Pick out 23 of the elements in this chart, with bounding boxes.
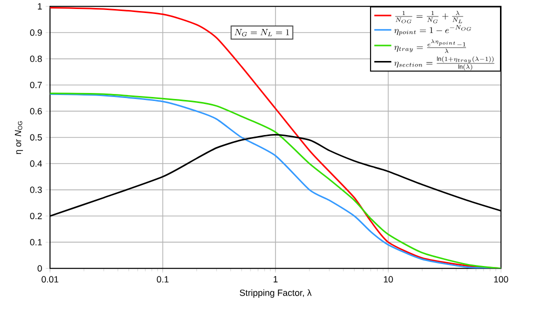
legend-label: $\frac{1}{N_{OG}}=\frac{1}{N_G}+\frac{\lambda}{N_L}$ [395,10,464,24]
y-tick-label: 0.9 [30,29,42,36]
x-tick-label: 0.01 [42,276,58,282]
y-tick-label: 0.8 [30,55,42,62]
annotation: $N_G = N_L = 1$ [234,28,290,36]
legend-label: $\eta_{tray}=\frac{e^{\lambda\eta_{point}}-1}{\lambda}$ [394,39,466,53]
y-tick-label: 0.1 [30,238,42,246]
x-tick-label: 1 [274,276,278,282]
y-tick-label: 0.6 [30,108,42,114]
y-tick-label: 0.5 [30,134,42,140]
x-tick-label: 100 [494,276,508,282]
x-axis-title: Stripping Factor, λ [240,289,312,298]
y-tick-label: 1 [38,3,42,10]
legend-label: $\eta_{point}=1-e^{-N_{OG}}$ [394,24,471,36]
y-tick-label: 0.2 [30,212,42,219]
y-tick-label: 0 [38,265,42,272]
x-tick-label: 0.1 [156,276,169,282]
legend-label: $\eta_{section}=\frac{\ln(1+\eta_{tray}(\lambda-1))}{\ln(\lambda)}$ [394,56,494,70]
y-tick-label: 0.7 [30,82,42,88]
y-axis-title: η or N$_{OG}$ [14,121,23,154]
x-tick-label: 10 [384,276,393,282]
y-tick-label: 0.4 [30,160,42,167]
y-tick-label: 0.3 [30,186,42,193]
